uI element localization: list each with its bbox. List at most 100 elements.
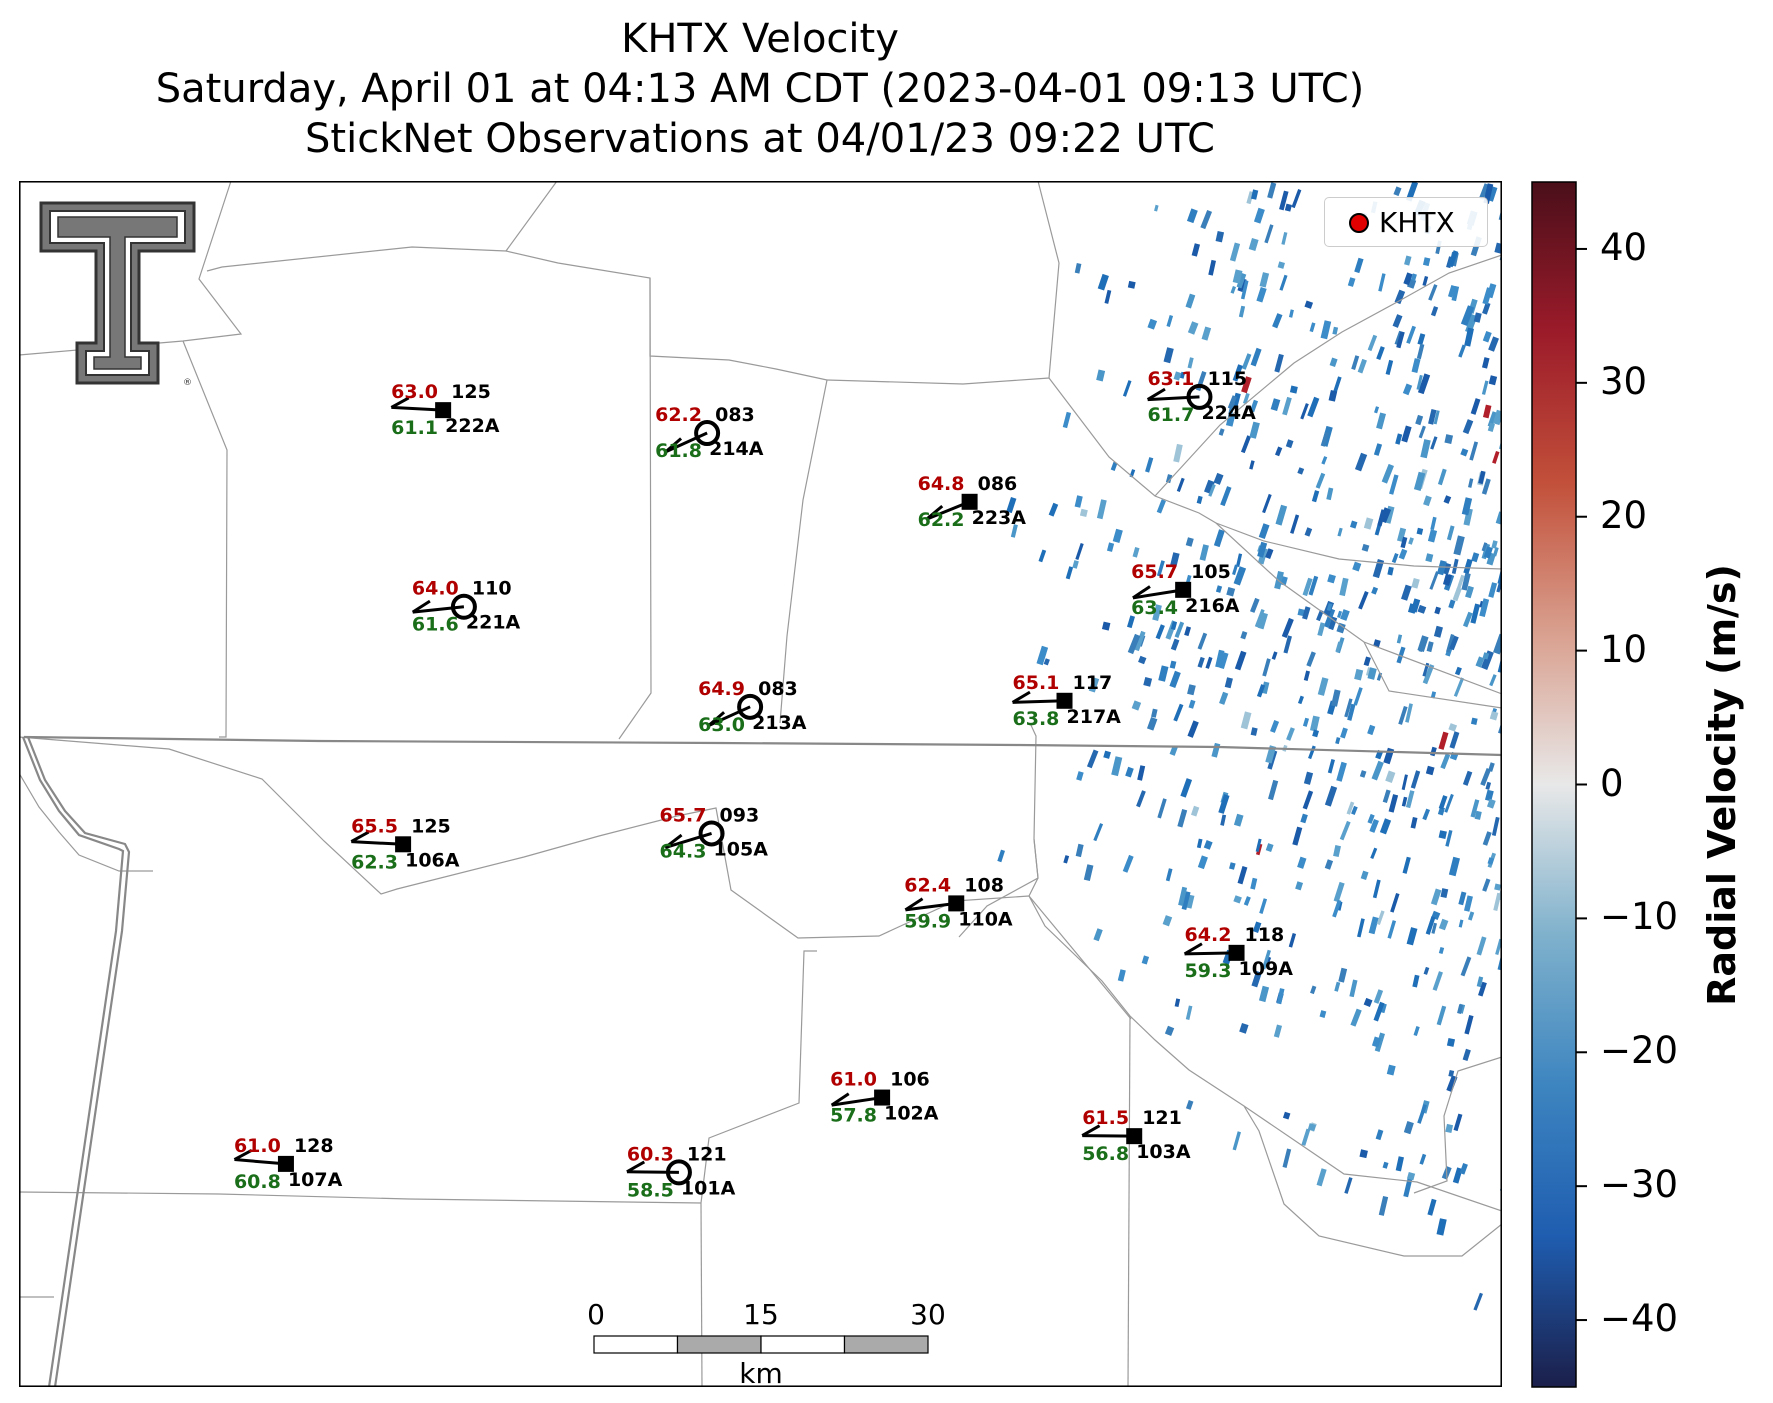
wind-barb-flag-icon <box>233 1149 253 1161</box>
station-temperature: 61.0 <box>234 1135 281 1157</box>
station-id: 223A <box>972 507 1027 529</box>
station-107A[interactable]: 61.0 128 60.8 107A <box>233 1135 343 1193</box>
colorbar-tick-label: 40 <box>1600 225 1648 269</box>
station-106A[interactable]: 65.5 125 62.3 106A <box>350 815 460 873</box>
colorbar <box>1531 181 1587 1388</box>
station-dewpoint: 61.6 <box>412 614 459 636</box>
station-110A[interactable]: 62.4 108 59.9 110A <box>904 874 1013 932</box>
station-square-icon <box>435 402 452 419</box>
station-id: 217A <box>1067 706 1122 728</box>
station-wind-direction: 125 <box>411 815 451 837</box>
station-dewpoint: 61.1 <box>391 417 438 439</box>
station-dewpoint: 61.7 <box>1147 404 1194 426</box>
station-temperature: 65.5 <box>351 815 398 837</box>
station-temperature: 65.7 <box>660 804 707 826</box>
station-temperature: 63.1 <box>1147 368 1194 390</box>
station-temperature: 61.5 <box>1082 1107 1129 1129</box>
station-temperature: 64.8 <box>918 473 965 495</box>
station-216A[interactable]: 65.7 105 63.4 216A <box>1131 561 1240 619</box>
station-temperature: 62.2 <box>655 404 702 426</box>
wind-barb-icon <box>664 431 708 454</box>
wind-barb-icon <box>351 840 404 846</box>
station-223A[interactable]: 64.8 086 62.2 223A <box>918 473 1027 531</box>
station-101A[interactable]: 60.3 121 58.5 101A <box>626 1143 736 1201</box>
station-id: 110A <box>958 908 1013 930</box>
station-214A[interactable]: 62.2 083 61.8 214A <box>655 404 764 462</box>
radar-velocity-echoes <box>997 181 1502 1311</box>
calm-wind-circle-icon <box>698 820 725 847</box>
station-temperature: 64.0 <box>412 578 459 600</box>
station-square-icon <box>395 836 412 853</box>
station-temperature: 64.9 <box>698 678 745 700</box>
station-221A[interactable]: 64.0 110 61.6 221A <box>411 578 521 636</box>
wind-barb-icon <box>1147 395 1200 402</box>
station-wind-direction: 093 <box>720 804 760 826</box>
station-id: 109A <box>1239 958 1294 980</box>
wind-barb-icon <box>1012 699 1065 704</box>
sticknet-stations: 63.0 125 61.1 222A 62.2 083 61.8 214A 63.1 115 61.… <box>233 368 1294 1201</box>
calm-wind-circle-icon <box>737 693 764 720</box>
station-224A[interactable]: 63.1 115 61.7 224A <box>1146 368 1256 426</box>
station-id: 103A <box>1136 1141 1191 1163</box>
texas-tech-logo: ® <box>39 201 196 388</box>
station-id: 107A <box>288 1169 343 1191</box>
wind-barb-flag-icon <box>350 830 370 843</box>
station-wind-direction: 121 <box>1142 1107 1182 1129</box>
station-dewpoint: 60.8 <box>234 1171 281 1193</box>
station-wind-direction: 105 <box>1191 561 1231 583</box>
station-217A[interactable]: 65.1 117 63.8 217A <box>1011 672 1122 730</box>
station-id: 105A <box>714 838 769 860</box>
wind-barb-icon <box>831 1096 883 1107</box>
legend: KHTX <box>1324 197 1488 247</box>
station-wind-direction: 083 <box>758 678 798 700</box>
station-temperature: 61.0 <box>830 1069 877 1091</box>
wind-barb-flag-icon <box>1146 387 1166 401</box>
station-222A[interactable]: 63.0 125 61.1 222A <box>390 381 500 439</box>
station-109A[interactable]: 64.2 118 59.3 109A <box>1183 924 1294 982</box>
station-id: 102A <box>884 1103 939 1125</box>
calm-wind-circle-icon <box>665 1159 692 1186</box>
colorbar-tick-label: −20 <box>1600 1029 1679 1073</box>
station-103A[interactable]: 61.5 121 56.8 103A <box>1081 1107 1191 1165</box>
station-wind-direction: 125 <box>451 381 491 403</box>
station-dewpoint: 62.2 <box>918 509 965 531</box>
wind-barb-flag-icon <box>664 437 683 453</box>
station-id: 213A <box>752 712 807 734</box>
wind-barb-flag-icon <box>390 396 410 409</box>
colorbar-tick-label: 0 <box>1600 761 1624 805</box>
scale-unit: km <box>739 1357 783 1390</box>
title-line-2: Saturday, April 01 at 04:13 AM CDT (2023… <box>155 66 1365 112</box>
station-temperature: 65.7 <box>1131 561 1178 583</box>
wind-barb-icon <box>1184 951 1237 956</box>
station-dewpoint: 64.3 <box>660 840 707 862</box>
station-105A[interactable]: 65.7 093 64.3 105A <box>660 804 769 862</box>
wind-barb-flag-icon <box>411 599 431 614</box>
station-square-icon <box>277 1155 294 1172</box>
station-wind-direction: 108 <box>964 874 1004 896</box>
station-id: 214A <box>709 438 764 460</box>
scale-bar <box>593 1335 929 1354</box>
wind-barb-flag-icon <box>1183 942 1203 956</box>
colorbar-tick-label: −30 <box>1600 1163 1679 1207</box>
station-102A[interactable]: 61.0 106 57.8 102A <box>830 1069 939 1127</box>
colorbar-tick-label: 30 <box>1600 359 1648 403</box>
station-temperature: 65.1 <box>1013 672 1060 694</box>
wind-barb-icon <box>626 1170 679 1174</box>
legend-label: KHTX <box>1379 206 1455 239</box>
calm-wind-circle-icon <box>450 593 477 620</box>
station-temperature: 64.2 <box>1185 924 1232 946</box>
station-square-icon <box>874 1089 891 1106</box>
wind-barb-icon <box>234 1158 287 1166</box>
station-temperature: 60.3 <box>627 1143 674 1165</box>
calm-wind-circle-icon <box>1186 383 1213 410</box>
wind-barb-icon <box>391 405 444 412</box>
station-dewpoint: 59.9 <box>904 910 951 932</box>
wind-barb-icon <box>1082 1134 1135 1138</box>
station-wind-direction: 118 <box>1245 924 1285 946</box>
station-id: 221A <box>466 612 521 634</box>
station-id: 106A <box>405 849 460 871</box>
logo-registered-mark: ® <box>183 378 192 388</box>
station-213A[interactable]: 64.9 083 63.0 213A <box>698 678 807 736</box>
station-dewpoint: 59.3 <box>1185 960 1232 982</box>
station-id: 216A <box>1185 595 1240 617</box>
